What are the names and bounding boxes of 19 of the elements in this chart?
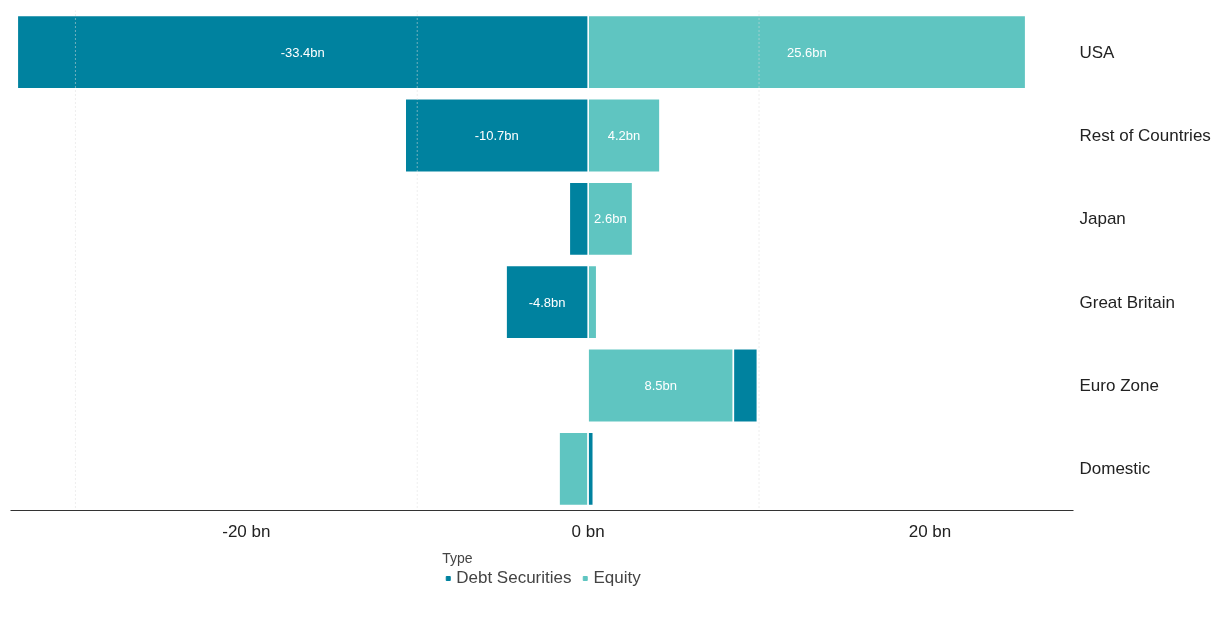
data-label: 25.6bn [787,44,827,60]
data-label: 4.2bn [607,128,641,143]
data-label: -10.7bn [474,128,519,143]
y-tick-label: Rest of Countries [1079,126,1211,145]
data-label: -33.4bn [280,44,325,60]
y-tick-label: Japan [1079,209,1126,229]
data-label: 8.5bn [644,378,678,393]
y-tick-label: Great Britain [1079,292,1175,312]
legend-label: Equity [593,568,641,588]
x-tick-label: 0 bn [571,521,605,541]
y-tick-label: Domestic [1079,459,1151,479]
y-tick-label: Euro Zone [1079,376,1159,395]
x-tick-label: -20 bn [222,521,271,541]
data-label: -4.8bn [528,294,566,310]
y-tick-label: USA [1079,42,1116,62]
data-label: 2.6bn [594,211,627,227]
legend-label: Debt Securities [456,568,572,588]
legend-title: Type [442,550,474,566]
x-tick-label: 20 bn [908,521,952,541]
